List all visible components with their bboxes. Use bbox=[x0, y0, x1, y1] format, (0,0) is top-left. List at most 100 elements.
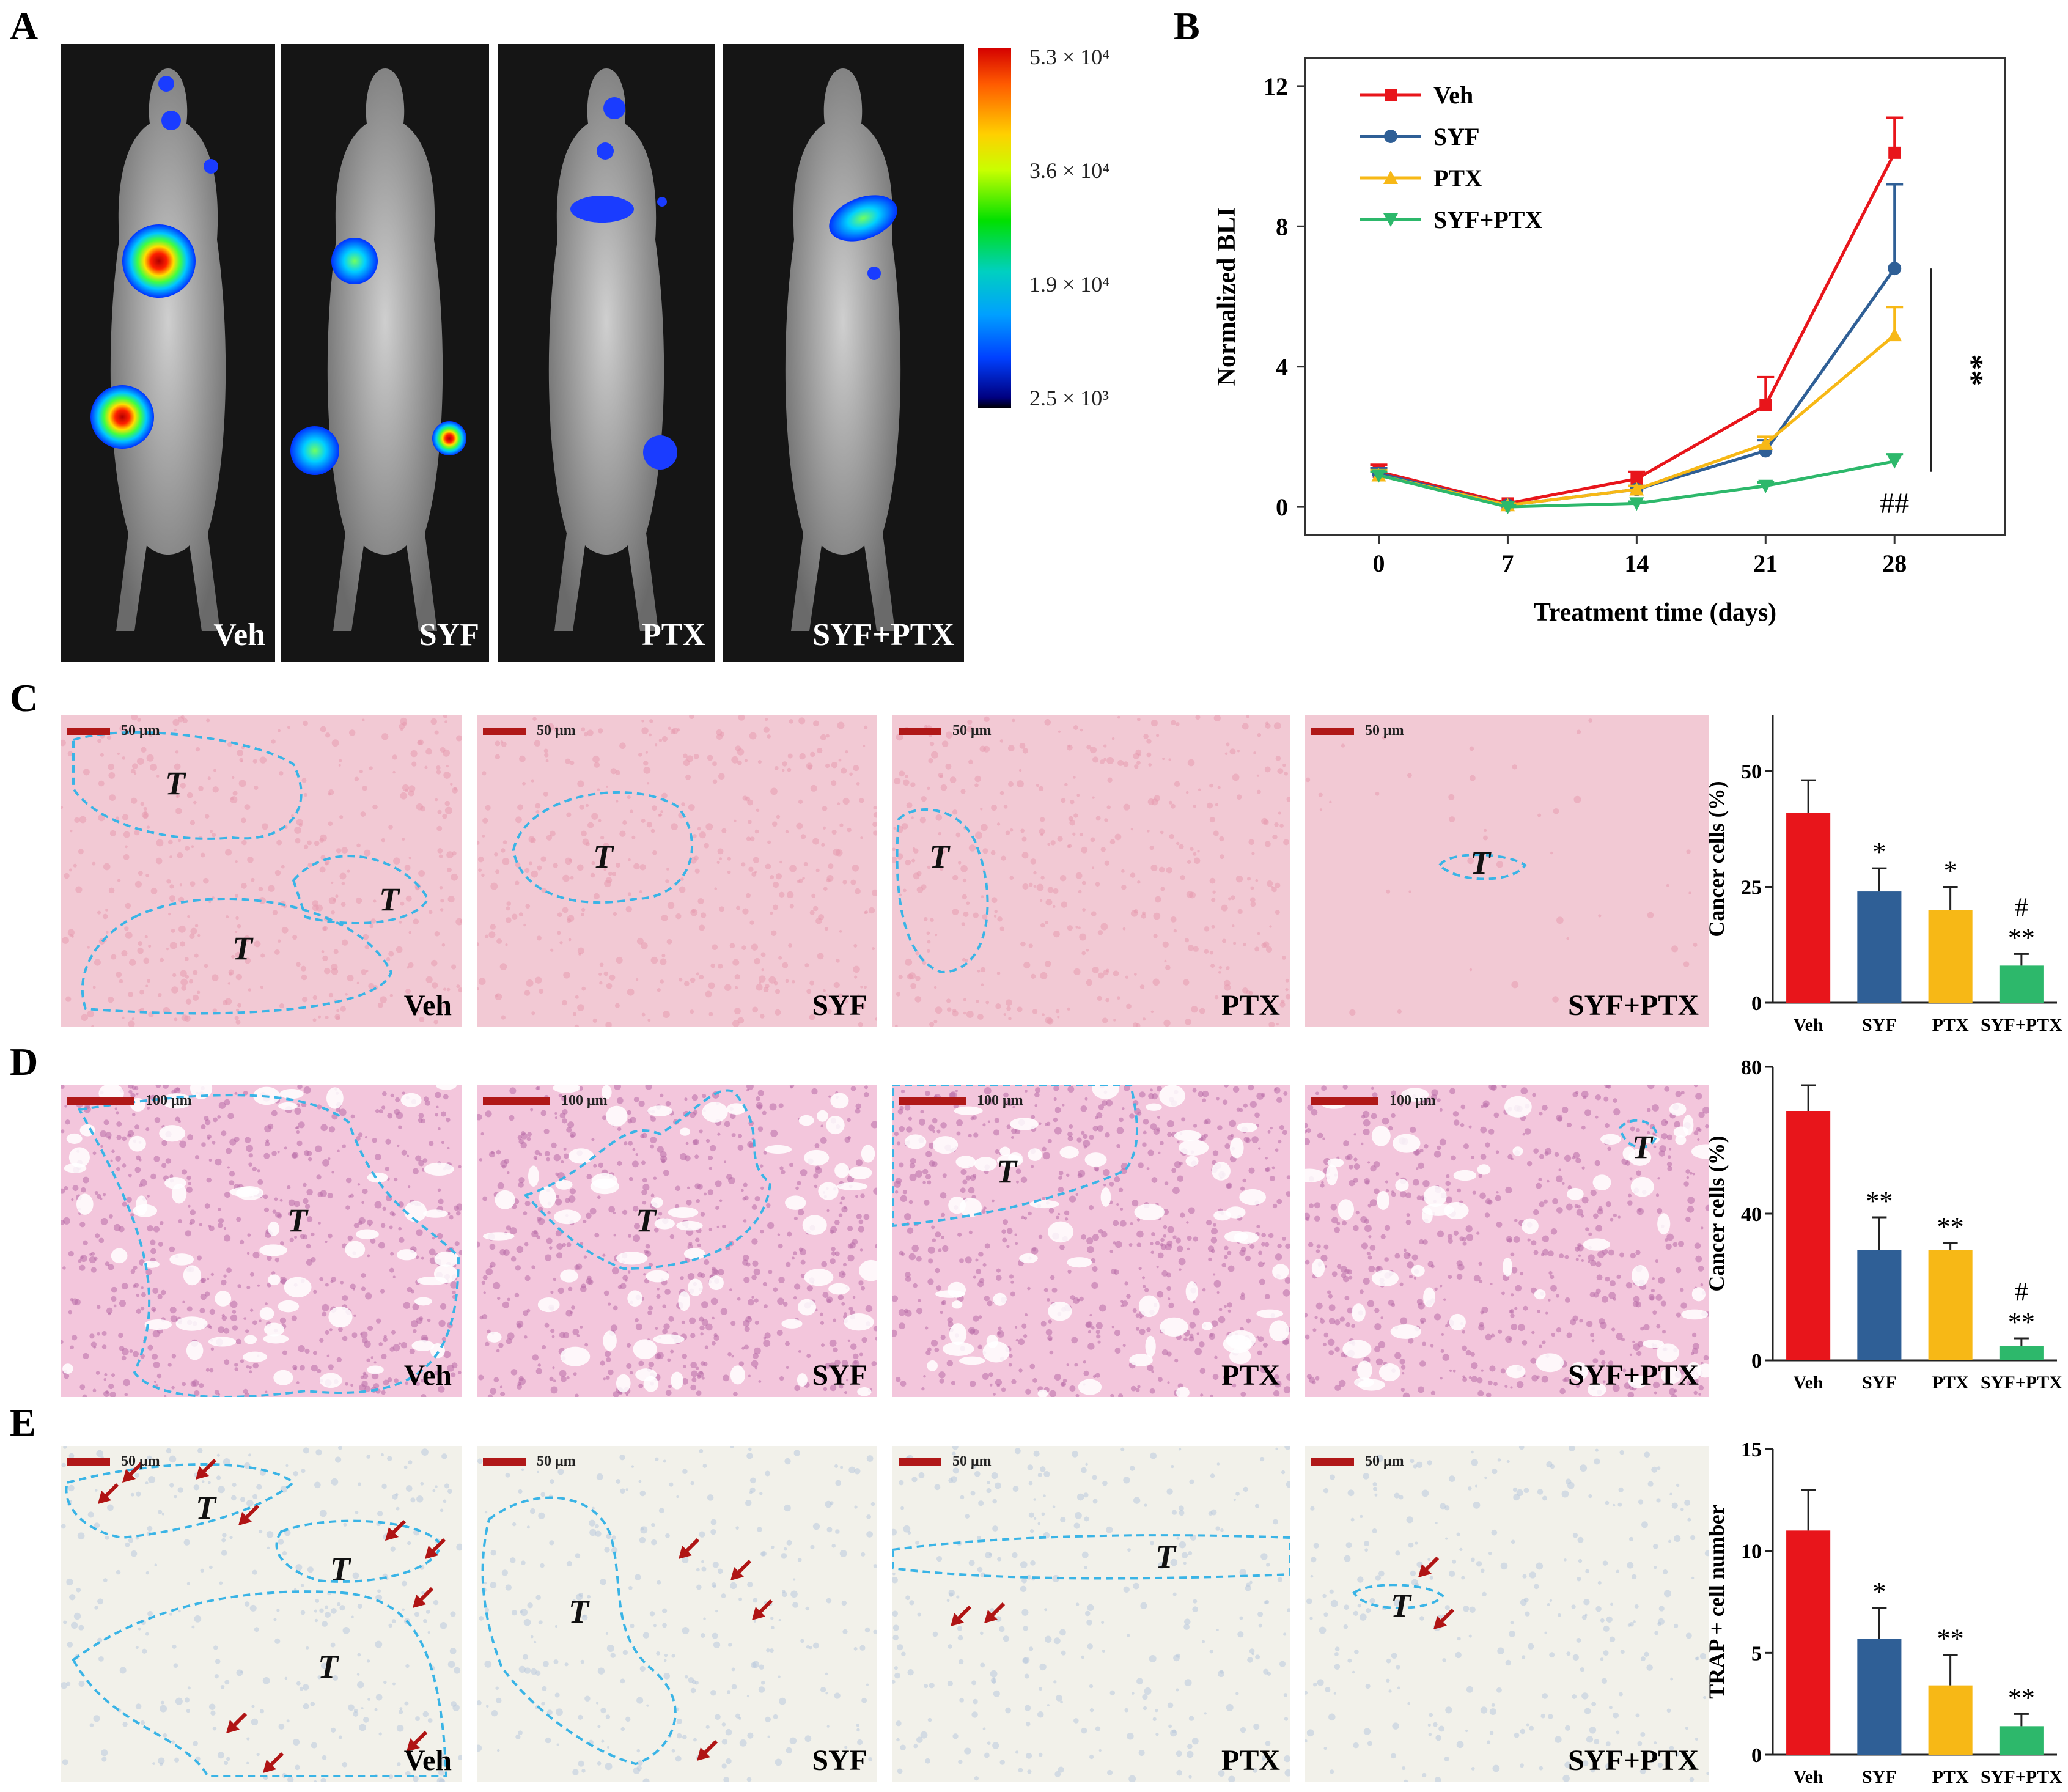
alveolus bbox=[804, 1269, 834, 1286]
cell-dot bbox=[356, 1673, 360, 1676]
cell-dot bbox=[520, 1132, 528, 1140]
cell-dot bbox=[119, 1667, 127, 1674]
cell-dot bbox=[747, 1141, 754, 1148]
alveolus bbox=[555, 1179, 573, 1190]
cell-dot bbox=[185, 957, 189, 961]
cell-dot bbox=[325, 1612, 331, 1618]
cell-dot bbox=[1647, 912, 1654, 919]
cell-dot bbox=[61, 1682, 68, 1689]
cell-dot bbox=[75, 886, 83, 893]
cell-dot bbox=[1608, 1292, 1616, 1299]
cell-dot bbox=[982, 1373, 989, 1380]
cell-dot bbox=[125, 845, 128, 849]
cell-dot bbox=[1067, 1135, 1073, 1141]
cell-dot bbox=[610, 1324, 618, 1332]
cell-dot bbox=[820, 1124, 824, 1128]
cell-dot bbox=[303, 1198, 309, 1204]
cell-dot bbox=[179, 1140, 186, 1148]
cell-dot bbox=[1165, 965, 1171, 970]
cell-dot bbox=[141, 1286, 144, 1289]
cell-dot bbox=[748, 1447, 752, 1451]
cell-dot bbox=[1693, 1085, 1698, 1088]
cell-dot bbox=[745, 796, 750, 802]
cell-dot bbox=[527, 1132, 532, 1137]
cell-dot bbox=[544, 1322, 550, 1328]
cell-dot bbox=[1542, 1235, 1549, 1242]
cell-dot bbox=[1558, 1168, 1561, 1171]
cell-dot bbox=[298, 1121, 305, 1129]
cell-dot bbox=[751, 1204, 757, 1210]
cell-dot bbox=[551, 1335, 555, 1338]
cell-dot bbox=[185, 1230, 191, 1237]
cell-dot bbox=[1151, 720, 1158, 727]
cell-dot bbox=[293, 1201, 300, 1208]
cell-dot bbox=[1047, 887, 1054, 893]
alveolus bbox=[319, 1373, 342, 1388]
cell-dot bbox=[1174, 781, 1180, 787]
cell-dot bbox=[320, 1190, 327, 1197]
cell-dot bbox=[278, 729, 281, 732]
cell-dot bbox=[873, 812, 877, 818]
cell-dot bbox=[507, 1332, 515, 1340]
cell-dot bbox=[898, 975, 903, 979]
cell-dot bbox=[693, 754, 699, 759]
cell-dot bbox=[899, 1126, 905, 1132]
cell-dot bbox=[791, 1256, 795, 1260]
cell-dot bbox=[1424, 1144, 1429, 1149]
cell-dot bbox=[62, 937, 69, 944]
cell-dot bbox=[639, 1536, 646, 1544]
cell-dot bbox=[413, 1329, 417, 1333]
cell-dot bbox=[1307, 1104, 1314, 1111]
cell-dot bbox=[1053, 1085, 1059, 1091]
cell-dot bbox=[1347, 1307, 1353, 1314]
cell-dot bbox=[655, 1327, 658, 1330]
cell-dot bbox=[175, 808, 182, 814]
cell-dot bbox=[1284, 771, 1288, 776]
cell-dot bbox=[154, 1563, 158, 1567]
alveolus bbox=[268, 1274, 281, 1286]
cell-dot bbox=[873, 830, 877, 836]
alveolus bbox=[164, 1177, 186, 1189]
cell-dot bbox=[1046, 1298, 1050, 1302]
cell-dot bbox=[139, 1159, 142, 1162]
cell-dot bbox=[361, 1286, 366, 1291]
cell-dot bbox=[254, 785, 259, 791]
cell-dot bbox=[938, 1248, 942, 1252]
significance-stars: ** bbox=[1954, 354, 1989, 386]
cell-dot bbox=[826, 734, 830, 738]
cell-dot bbox=[369, 924, 374, 929]
cell-dot bbox=[614, 1085, 621, 1090]
cell-dot bbox=[1344, 1296, 1350, 1301]
alveolus bbox=[1669, 1102, 1687, 1116]
cell-dot bbox=[660, 958, 667, 965]
cell-dot bbox=[975, 1258, 979, 1262]
cell-dot bbox=[63, 1620, 67, 1624]
cell-dot bbox=[748, 1374, 751, 1377]
cell-dot bbox=[76, 1587, 81, 1593]
cell-dot bbox=[663, 1323, 670, 1330]
cell-dot bbox=[720, 1308, 728, 1315]
cell-dot bbox=[871, 889, 877, 896]
cell-dot bbox=[193, 970, 198, 975]
cell-dot bbox=[831, 1251, 836, 1256]
alveolus bbox=[688, 1278, 703, 1296]
cell-dot bbox=[1453, 1119, 1460, 1126]
cell-dot bbox=[626, 1363, 632, 1370]
cell-dot bbox=[782, 769, 785, 772]
cell-dot bbox=[1143, 1118, 1149, 1125]
cell-dot bbox=[815, 1167, 822, 1174]
cell-dot bbox=[603, 1377, 606, 1381]
cell-dot bbox=[747, 1732, 754, 1739]
cell-dot bbox=[277, 939, 281, 943]
cell-dot bbox=[312, 1018, 317, 1022]
cell-dot bbox=[605, 1632, 608, 1635]
cell-dot bbox=[1514, 1219, 1518, 1222]
alveolus bbox=[627, 1290, 643, 1307]
cell-dot bbox=[778, 1619, 781, 1622]
cell-dot bbox=[212, 786, 219, 793]
cell-dot bbox=[658, 1508, 664, 1514]
cell-dot bbox=[1314, 1215, 1320, 1222]
cell-dot bbox=[531, 1230, 539, 1237]
cell-dot bbox=[97, 739, 102, 743]
cell-dot bbox=[956, 1131, 961, 1136]
